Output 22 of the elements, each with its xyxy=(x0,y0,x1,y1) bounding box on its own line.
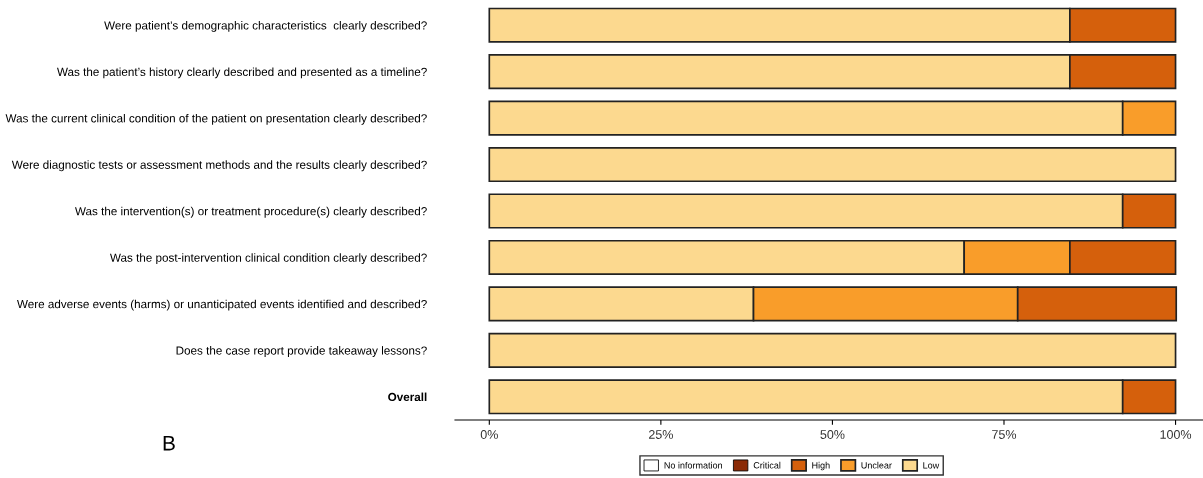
x-tick-label: 75% xyxy=(992,430,1017,439)
y-tick-label: Was the patient’s history clearly described and presented as a timeline? xyxy=(57,67,427,79)
y-tick-label: Does the case report provide takeaway lessons? xyxy=(176,346,427,357)
text: B xyxy=(163,436,175,451)
y-tick-label: Were patient’s demographic characteristics clearly described? xyxy=(104,20,427,32)
y-tick-label: Was the current clinical condition of the patient on presentation clearly described? xyxy=(5,113,427,125)
legend-label: High xyxy=(812,461,830,471)
x-tick-label: 0% xyxy=(480,430,498,439)
legend-label: Unclear xyxy=(861,461,892,469)
y-tick-label: Overall xyxy=(388,392,427,402)
y-tick-label: Were adverse events (harms) or unanticipated events identified and described? xyxy=(17,299,427,311)
bar xyxy=(488,147,1177,183)
y-tick-label: Was the post-intervention clinical condition clearly described? xyxy=(109,253,427,265)
legend-label: Critical xyxy=(753,461,781,469)
bar xyxy=(488,332,1177,368)
y-tick-label: Were diagnostic tests or assessment methods and the results clearly described? xyxy=(11,160,427,172)
y-tick-label: Was the intervention(s) or treatment procedure(s) clearly described? xyxy=(75,206,427,218)
x-tick-label: 25% xyxy=(648,430,673,439)
legend-label: Low xyxy=(923,462,940,469)
legend-label: No information xyxy=(664,461,722,469)
x-tick-label: 50% xyxy=(820,430,845,439)
x-tick-label: 100% xyxy=(1160,430,1192,439)
